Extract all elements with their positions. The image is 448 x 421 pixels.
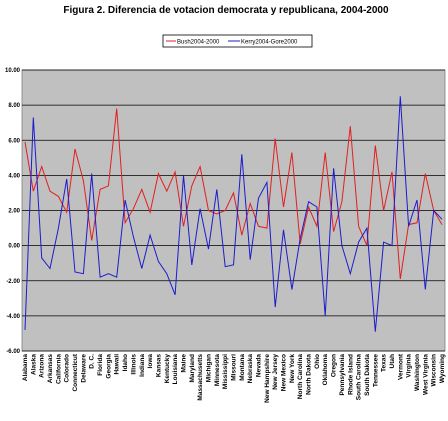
x-tick-label: New Hampshire — [264, 354, 271, 403]
x-tick-label: Maryland — [189, 354, 196, 383]
x-tick-label: Maine — [181, 354, 188, 373]
legend-label-kerry: Kerry2004-Gore2000 — [241, 40, 298, 46]
x-tick-label: Oregon — [331, 354, 338, 377]
x-tick-label: D. C. — [89, 354, 96, 369]
x-tick-label: Vermont — [397, 353, 404, 380]
x-tick-label: Oklahoma — [322, 354, 329, 386]
x-tick-label: Montana — [239, 354, 246, 381]
x-tick-label: Arkansas — [47, 354, 54, 384]
y-tick-label: -2.00 — [6, 279, 20, 285]
x-tick-label: Tennessee — [372, 354, 379, 388]
y-tick-label: 0.00 — [8, 244, 20, 250]
x-tick-label: Illinois — [130, 354, 137, 375]
series-line-bush — [24, 108, 443, 280]
x-tick-label: Iowa — [147, 354, 154, 369]
y-axis-ticks: -6.00 -4.00 -2.00 0.00 2.00 4.00 6.00 8.00 10.00 — [5, 68, 21, 355]
y-tick-label: 4.00 — [8, 173, 20, 179]
chart-title: Figura 2. Diferencia de votacion democra… — [63, 5, 389, 16]
x-tick-label: Hawaii — [114, 354, 121, 375]
y-tick-label: 8.00 — [8, 103, 20, 109]
x-tick-label: Kansas — [155, 354, 162, 378]
x-tick-label: Louisiana — [172, 354, 179, 385]
x-tick-label: Michigan — [206, 354, 213, 382]
y-tick-label: 6.00 — [8, 138, 20, 144]
x-tick-label: Alabama — [22, 354, 29, 381]
x-tick-label: California — [55, 354, 62, 384]
x-tick-label: Wyoming — [439, 354, 446, 383]
y-tick-label: 2.00 — [8, 209, 20, 215]
x-tick-label: Rhode Island — [347, 354, 354, 395]
x-tick-label: Connecticut — [72, 353, 79, 391]
x-tick-label: Georgia — [105, 354, 112, 379]
x-tick-label: Nebraska — [247, 354, 254, 384]
x-tick-label: Missouri — [231, 354, 238, 381]
x-tick-label: Texas — [381, 354, 388, 372]
y-tick-label: -4.00 — [6, 314, 20, 320]
x-tick-label: Idaho — [122, 354, 129, 371]
x-tick-label: Nevada — [256, 354, 263, 378]
x-axis-category-labels: Alabama Alaska Arizona Arkansas California Co… — [22, 353, 446, 403]
x-tick-label: Minnesota — [214, 354, 221, 387]
x-tick-label: Massachusetts — [197, 354, 204, 401]
x-tick-label: New York — [289, 354, 296, 383]
x-tick-label: Kentucky — [164, 354, 171, 384]
x-tick-label: Utah — [389, 354, 396, 368]
x-tick-label: South Carolina — [356, 354, 363, 401]
x-tick-label: Arizona — [39, 354, 46, 378]
x-tick-label: Colorado — [64, 354, 71, 383]
legend-label-bush: Bush2004-2000 — [177, 40, 220, 46]
x-tick-label: North Dakota — [306, 354, 313, 395]
x-tick-label: Pennsylvania — [339, 354, 346, 396]
x-tick-label: Florida — [97, 354, 104, 376]
y-tick-label: 10.00 — [5, 68, 21, 74]
x-tick-label: North Carolina — [297, 354, 304, 400]
series-lines — [24, 96, 443, 332]
x-tick-label: Ohio — [314, 354, 321, 369]
x-tick-label: West Virginia — [422, 354, 429, 395]
x-tick-label: Indiana — [139, 354, 146, 377]
x-tick-label: South Dakota — [364, 354, 371, 396]
series-line-kerry — [24, 96, 443, 332]
x-tick-label: Virginia — [406, 354, 413, 378]
x-tick-label: Delaware — [80, 354, 87, 383]
x-tick-label: New Mexico — [281, 354, 288, 391]
x-tick-label: New Jersey — [272, 354, 279, 390]
legend: Bush2004-2000 Kerry2004-Gore2000 — [162, 34, 313, 48]
x-tick-label: Mississippi — [222, 354, 229, 389]
y-tick-label: -6.00 — [6, 349, 20, 355]
x-tick-label: Wisconsin — [431, 354, 438, 386]
x-tick-label: Alaska — [30, 354, 37, 375]
x-tick-label: Washington — [414, 354, 421, 391]
